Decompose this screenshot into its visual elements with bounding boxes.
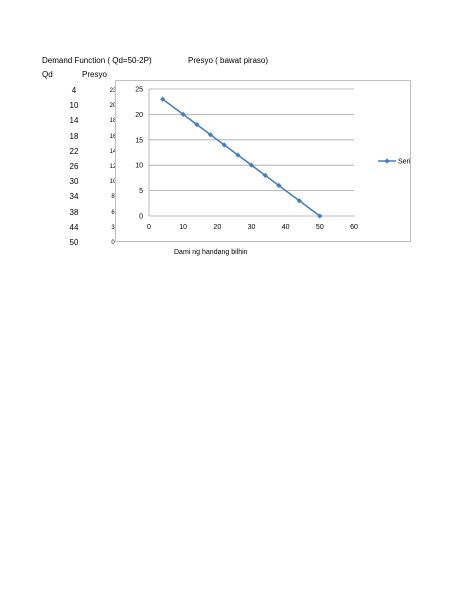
demand-function-label: Demand Function ( Qd=50-2P): [42, 56, 152, 65]
presyo-cell: 8: [111, 194, 115, 201]
qd-cell: 26: [69, 162, 79, 171]
presyo-cell: 3: [111, 224, 115, 231]
y-tick-label: 10: [135, 163, 143, 170]
presyo-column-header: Presyo: [82, 70, 107, 79]
legend-label: Seri: [398, 159, 411, 166]
qd-cell: 50: [69, 238, 79, 247]
demand-chart: 0 5 10 15 20 25 0 10 20 30 40 50 60 Seri: [135, 87, 411, 232]
y-tick-label: 20: [135, 112, 143, 119]
presyo-cell: 16: [109, 133, 117, 140]
data-point: [248, 162, 255, 168]
data-point: [194, 121, 200, 128]
presyo-cell: 23: [109, 88, 117, 94]
price-header-label: Presyo ( bawat piraso): [188, 56, 269, 65]
x-tick-label: 0: [147, 224, 151, 231]
presyo-cell: 10: [109, 179, 117, 186]
data-point: [235, 152, 241, 158]
qd-cell: 30: [69, 177, 79, 187]
presyo-cell: 6: [111, 209, 115, 216]
y-tick-label: 0: [139, 214, 143, 221]
qd-cell: 4: [71, 86, 77, 95]
x-tick-label: 40: [282, 224, 290, 231]
series-line: [162, 98, 321, 217]
presyo-cell: 14: [109, 148, 117, 155]
y-tick-label: 25: [135, 87, 143, 94]
x-axis-title: Dami ng handang bilhin: [174, 249, 248, 256]
x-tick-label: 10: [179, 224, 187, 231]
y-tick-label: 15: [135, 137, 143, 144]
y-tick-label: 5: [139, 188, 143, 195]
qd-column-header: Qd: [42, 70, 53, 79]
presyo-cell: 20: [109, 103, 117, 110]
qd-cell: 22: [69, 146, 79, 156]
legend-marker: [384, 158, 390, 164]
qd-cell: 34: [69, 192, 79, 202]
data-point: [207, 132, 214, 138]
data-point: [221, 142, 227, 148]
x-tick-label: 20: [213, 224, 221, 231]
qd-cell: 10: [69, 101, 79, 111]
data-point: [160, 96, 166, 102]
x-tick-label: 60: [350, 224, 358, 231]
qd-cell: 18: [69, 131, 79, 141]
qd-cell: 44: [69, 222, 79, 232]
presyo-cell: 18: [109, 118, 117, 125]
x-tick-label: 50: [316, 224, 324, 231]
qd-cell: 38: [69, 207, 79, 217]
chart-area: 0 5 10 15 20 25 0 10 20 30 40 50 60 Seri: [115, 80, 411, 242]
data-point: [180, 111, 186, 117]
presyo-cell: 0: [111, 240, 115, 246]
presyo-cell: 12: [109, 164, 117, 170]
qd-cell: 14: [69, 116, 79, 126]
x-tick-label: 30: [248, 224, 256, 231]
